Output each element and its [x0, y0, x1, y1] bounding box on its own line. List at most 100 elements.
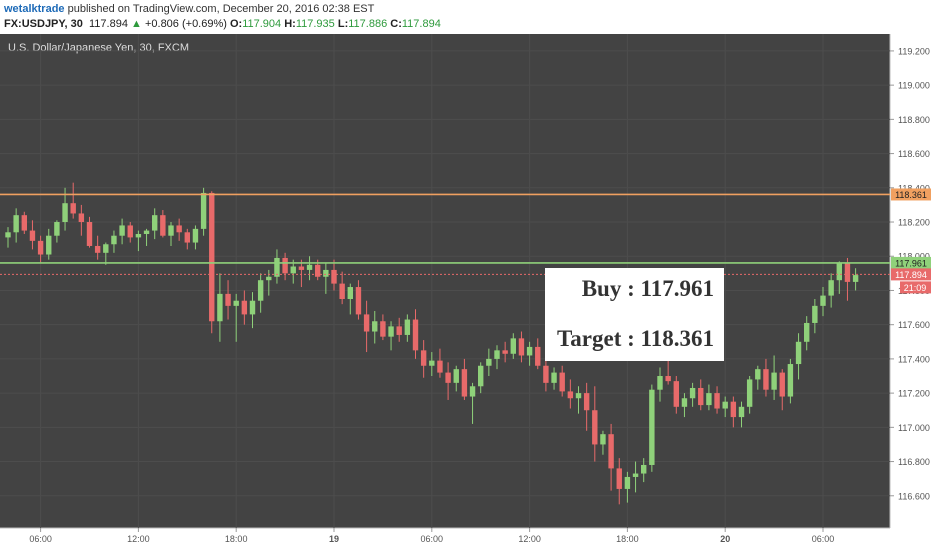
y-tick-label: 118.000: [898, 252, 930, 262]
candle-body: [575, 393, 582, 399]
candle-body: [616, 468, 622, 489]
candle-body: [388, 326, 394, 337]
chart-header: wetalktrade published on TradingView.com…: [4, 2, 930, 31]
low-label: L:: [337, 18, 349, 30]
x-tick-label: 20: [720, 534, 730, 544]
candle-body: [608, 434, 614, 469]
candle-body: [315, 264, 321, 277]
candle-body: [347, 287, 353, 300]
candle-body: [820, 295, 826, 306]
author-link[interactable]: wetalktrade: [4, 3, 65, 15]
candle-body: [412, 319, 419, 351]
chart-title: U.S. Dollar/Japanese Yen, 30, FXCM: [8, 42, 189, 54]
y-tick-label: 117.400: [898, 354, 930, 364]
candle-body: [624, 476, 631, 489]
candle-body: [355, 287, 362, 315]
countdown-badge: [900, 281, 931, 294]
candle-body: [225, 293, 231, 306]
candle-body: [380, 321, 386, 337]
candle-body: [812, 305, 818, 323]
time-axis[interactable]: [0, 528, 932, 550]
candle-body: [176, 225, 182, 233]
candle-body: [543, 365, 549, 383]
close-value: 117.894: [401, 18, 441, 30]
y-tick-label: 117.000: [898, 423, 930, 433]
x-tick-label: 06:00: [812, 534, 835, 544]
candle-body: [429, 360, 435, 366]
candle-body: [209, 192, 215, 322]
candle-body: [119, 225, 125, 236]
candle-body: [526, 346, 533, 356]
candle-body: [111, 235, 117, 245]
candle-body: [21, 215, 27, 231]
candle-body: [160, 215, 166, 236]
last-price: 117.894: [89, 18, 128, 30]
candle-body: [746, 379, 753, 407]
price-change: +0.806 (+0.69%): [144, 18, 227, 30]
candle-body: [787, 364, 794, 397]
symbol-label: FX:USDJPY, 30: [4, 18, 83, 30]
candle-body: [755, 369, 761, 380]
candles-group: [5, 182, 859, 505]
candle-body: [274, 257, 280, 277]
target-annotation: Target : 118.361: [557, 326, 714, 351]
candle-body: [771, 372, 777, 390]
candle-body: [828, 280, 834, 296]
candle-body: [673, 381, 679, 407]
candle-body: [510, 338, 516, 354]
candle-body: [257, 280, 264, 301]
candle-body: [738, 406, 745, 418]
candle-body: [592, 410, 598, 445]
time-ticks: 06:00 12:00 18:00 19 06:00 12:00 18:00 20 06:00: [29, 528, 834, 544]
x-tick-label: 19: [329, 534, 339, 544]
plot-area[interactable]: [0, 34, 890, 528]
candle-body: [461, 369, 468, 397]
change-arrow-icon: ▲: [131, 18, 142, 30]
candle-body: [641, 464, 647, 474]
candle-body: [600, 434, 606, 445]
candle-body: [486, 358, 492, 366]
candle-body: [372, 321, 378, 332]
candle-body: [469, 386, 476, 397]
candle-body: [143, 230, 150, 234]
candle-body: [13, 215, 19, 233]
price-badge-buy: [891, 256, 931, 269]
candle-body: [804, 322, 810, 342]
price-badges: 118.361 117.961 117.894 21:09: [891, 188, 931, 294]
candle-body: [535, 346, 541, 366]
candle-body: [722, 401, 728, 409]
candle-body: [583, 393, 590, 411]
x-tick-label: 12:00: [127, 534, 150, 544]
candle-body: [706, 393, 712, 406]
candle-body: [478, 365, 484, 387]
candle-body: [200, 192, 207, 229]
price-badge-last: [891, 268, 931, 281]
candle-body: [396, 326, 402, 335]
price-badge-label: 117.961: [895, 258, 927, 268]
published-text: published on TradingView.com, December 2…: [64, 3, 375, 15]
candle-body: [94, 245, 101, 253]
candle-body: [323, 269, 329, 277]
candle-body: [78, 213, 85, 223]
candle-body: [135, 233, 142, 238]
candle-body: [103, 244, 109, 253]
candle-body: [730, 401, 737, 418]
candle-body: [844, 263, 851, 282]
high-label: H:: [284, 18, 296, 30]
price-axis[interactable]: [890, 34, 932, 528]
close-label: C:: [390, 18, 402, 30]
candle-body: [649, 389, 655, 465]
price-badge-target: [891, 188, 931, 201]
candle-body: [404, 319, 411, 335]
ohlc-line: FX:USDJPY, 30 117.894 ▲ +0.806 (+0.69%) …: [4, 17, 930, 31]
horizontal-lines: [0, 193, 890, 275]
candle-body: [779, 372, 785, 397]
candle-body: [184, 232, 190, 243]
candle-body: [632, 473, 639, 477]
y-tick-label: 118.800: [898, 115, 930, 125]
candle-body: [559, 372, 565, 392]
candle-body: [502, 350, 508, 354]
candle-body: [298, 266, 305, 270]
y-tick-label: 116.800: [898, 457, 930, 467]
